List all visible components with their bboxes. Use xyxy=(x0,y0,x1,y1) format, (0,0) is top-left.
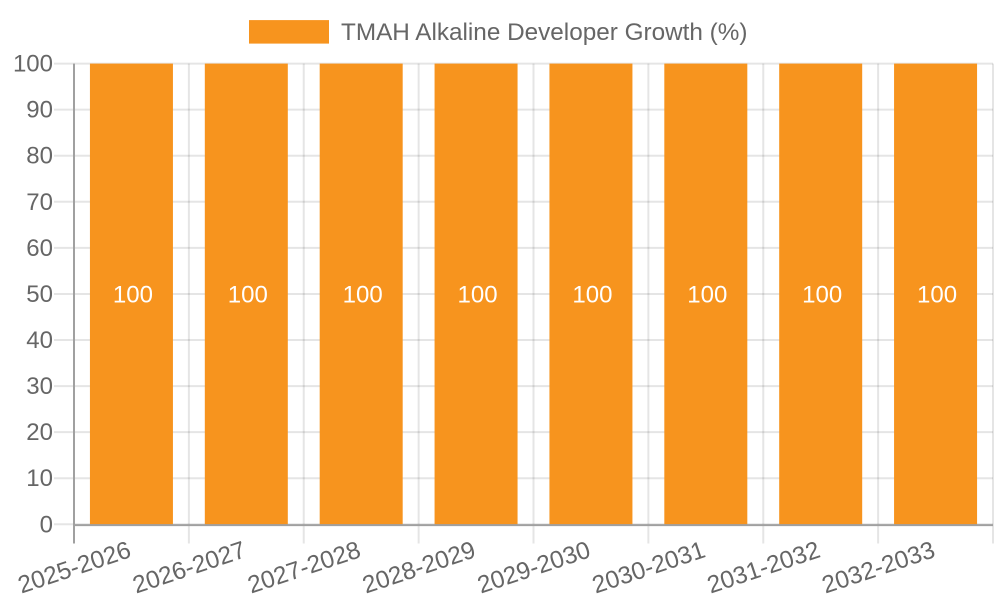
svg-text:70: 70 xyxy=(26,189,53,216)
svg-text:100: 100 xyxy=(13,51,53,78)
svg-text:100: 100 xyxy=(113,282,153,309)
svg-text:80: 80 xyxy=(26,143,53,170)
svg-text:100: 100 xyxy=(228,282,268,309)
svg-text:100: 100 xyxy=(572,282,612,309)
svg-text:90: 90 xyxy=(26,97,53,124)
svg-text:40: 40 xyxy=(26,327,53,354)
svg-text:100: 100 xyxy=(458,282,498,309)
svg-text:10: 10 xyxy=(26,465,53,492)
svg-text:TMAH Alkaline Developer Growth: TMAH Alkaline Developer Growth (%) xyxy=(341,19,747,46)
svg-text:30: 30 xyxy=(26,373,53,400)
svg-text:100: 100 xyxy=(802,282,842,309)
svg-text:100: 100 xyxy=(917,282,957,309)
svg-text:20: 20 xyxy=(26,419,53,446)
svg-text:100: 100 xyxy=(343,282,383,309)
svg-text:50: 50 xyxy=(26,281,53,308)
svg-text:60: 60 xyxy=(26,235,53,262)
svg-text:100: 100 xyxy=(687,282,727,309)
svg-text:0: 0 xyxy=(40,511,53,538)
